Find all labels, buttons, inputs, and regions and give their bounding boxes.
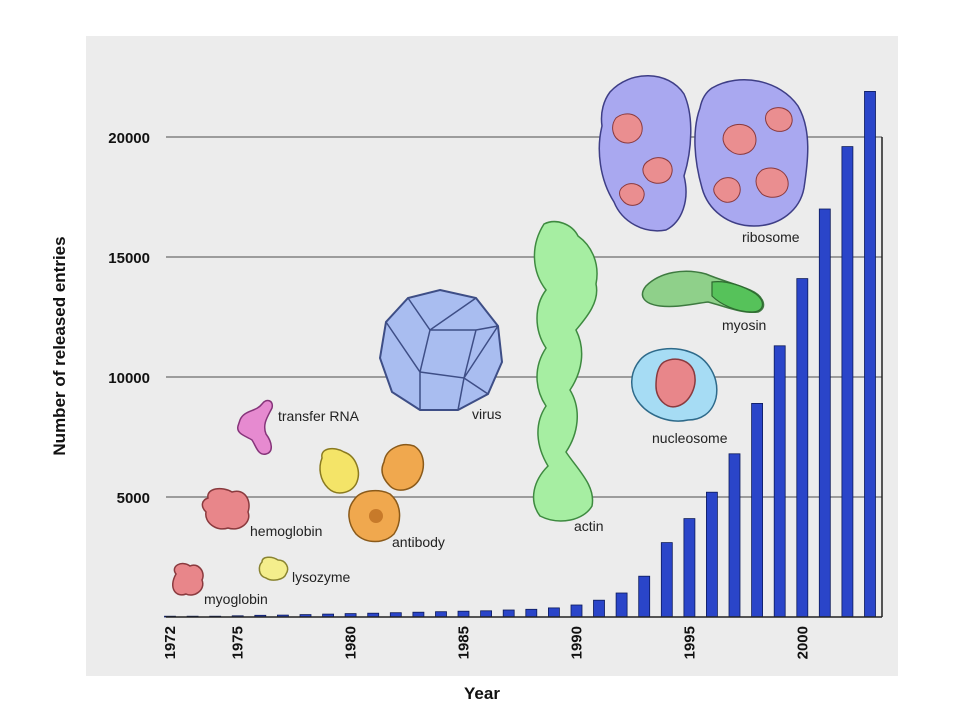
x-tick-labels: 1972 1975 1980 1985 1990 1995 2000 [162,626,811,659]
x-tick-label-1995: 1995 [681,626,698,659]
y-tick-labels: 20000 15000 10000 5000 [108,130,150,507]
bar-1991 [593,599,605,618]
bar-1987 [502,609,515,618]
protein-labels: myoglobin lysozyme hemoglobin transfer R… [204,229,800,607]
bar-1999 [773,345,786,618]
lysozyme-illustration [258,556,289,581]
axes [166,137,883,618]
x-tick-label-2000: 2000 [794,626,811,659]
x-tick-label-1980: 1980 [343,626,360,659]
bar-1998 [751,402,763,618]
label-nucleosome: nucleosome [652,430,728,446]
y-tick-label-20000: 20000 [108,130,150,147]
bar-1997 [728,453,741,618]
protein-illustrations [172,75,809,596]
label-transfer-rna: transfer RNA [278,408,360,424]
bar-1988 [525,608,538,618]
x-tick-label-1985: 1985 [456,626,473,659]
bar-2001 [818,208,831,618]
y-tick-label-15000: 15000 [108,250,150,267]
bar-1984 [435,611,447,618]
bar-2000 [796,278,809,618]
label-myoglobin: myoglobin [204,591,268,607]
bar-1994 [660,542,673,618]
x-axis-title: Year [464,684,500,703]
bar-1995 [683,518,696,618]
transfer-rna-illustration [237,399,274,455]
label-antibody: antibody [392,534,445,550]
bar-1996 [706,491,718,618]
bar-2002 [841,146,854,618]
bar-1989 [548,607,560,618]
antibody-illustration [319,444,425,543]
y-tick-label-10000: 10000 [108,370,150,387]
bar-1990 [570,604,583,618]
hemoglobin-illustration [201,487,250,530]
label-actin: actin [574,518,604,534]
bar-1992 [615,592,628,618]
label-hemoglobin: hemoglobin [250,523,322,539]
label-ribosome: ribosome [742,229,800,245]
label-virus: virus [472,406,502,422]
y-axis-title: Number of released entries [50,236,69,455]
x-tick-label-1972: 1972 [162,626,179,659]
actin-illustration [532,220,598,522]
label-lysozyme: lysozyme [292,569,351,585]
label-myosin: myosin [722,317,766,333]
ribosome-illustration [598,75,809,232]
x-tick-label-1975: 1975 [230,626,247,659]
nucleosome-illustration [631,347,718,422]
bar-2003 [864,91,876,618]
x-tick-label-1990: 1990 [569,626,586,659]
bar-1986 [480,610,493,618]
bar-1993 [638,575,651,618]
y-tick-label-5000: 5000 [117,490,150,507]
myosin-illustration [641,270,765,314]
virus-illustration [378,288,504,411]
myoglobin-illustration [172,562,204,596]
bar-1985 [457,610,470,618]
